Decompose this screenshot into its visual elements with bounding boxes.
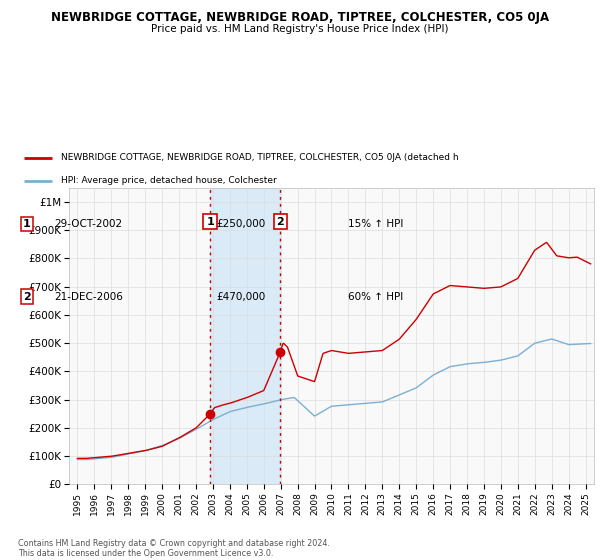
Text: This data is licensed under the Open Government Licence v3.0.: This data is licensed under the Open Gov… <box>18 549 274 558</box>
Text: 60% ↑ HPI: 60% ↑ HPI <box>348 292 403 302</box>
Text: £250,000: £250,000 <box>216 219 265 229</box>
Text: 21-DEC-2006: 21-DEC-2006 <box>54 292 123 302</box>
Text: 2: 2 <box>277 217 284 226</box>
Text: 29-OCT-2002: 29-OCT-2002 <box>54 219 122 229</box>
Text: NEWBRIDGE COTTAGE, NEWBRIDGE ROAD, TIPTREE, COLCHESTER, CO5 0JA (detached h: NEWBRIDGE COTTAGE, NEWBRIDGE ROAD, TIPTR… <box>61 153 458 162</box>
Text: 2: 2 <box>23 292 31 302</box>
Text: 1: 1 <box>23 219 31 229</box>
Text: Contains HM Land Registry data © Crown copyright and database right 2024.: Contains HM Land Registry data © Crown c… <box>18 539 330 548</box>
Bar <box>210 188 280 484</box>
Text: £470,000: £470,000 <box>216 292 265 302</box>
Text: NEWBRIDGE COTTAGE, NEWBRIDGE ROAD, TIPTREE, COLCHESTER, CO5 0JA: NEWBRIDGE COTTAGE, NEWBRIDGE ROAD, TIPTR… <box>51 11 549 24</box>
Text: Price paid vs. HM Land Registry's House Price Index (HPI): Price paid vs. HM Land Registry's House … <box>151 24 449 34</box>
Text: 15% ↑ HPI: 15% ↑ HPI <box>348 219 403 229</box>
Text: 1: 1 <box>206 217 214 226</box>
Text: HPI: Average price, detached house, Colchester: HPI: Average price, detached house, Colc… <box>61 176 277 185</box>
